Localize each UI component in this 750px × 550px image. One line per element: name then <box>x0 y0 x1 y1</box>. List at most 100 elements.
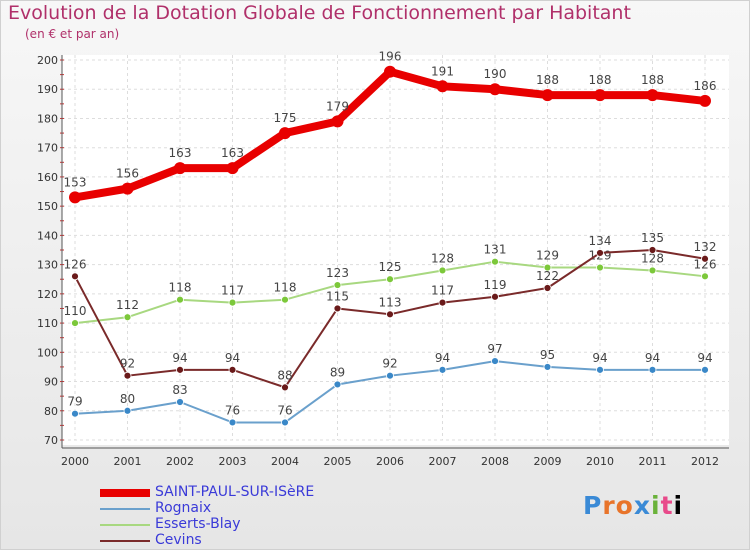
data-point-saint-paul-sur-is-re <box>699 94 711 107</box>
data-label-saint-paul-sur-is-re: 163 <box>169 146 192 160</box>
legend-label: Cevins <box>155 532 202 548</box>
data-point-cevins <box>543 284 552 292</box>
data-point-saint-paul-sur-is-re <box>384 65 396 78</box>
data-point-rognaix <box>123 406 132 415</box>
data-point-cevins <box>596 249 604 257</box>
data-label-esserts-blay: 118 <box>274 281 297 295</box>
chart-subtitle: (en € et par an) <box>25 27 120 41</box>
data-point-rognaix <box>648 365 657 374</box>
x-tick-label: 2008 <box>481 455 509 468</box>
data-label-saint-paul-sur-is-re: 179 <box>326 99 349 113</box>
data-label-esserts-blay: 110 <box>64 304 87 318</box>
data-point-rognaix <box>71 409 79 418</box>
data-point-saint-paul-sur-is-re <box>489 83 501 96</box>
data-point-esserts-blay <box>648 266 657 275</box>
data-label-cevins: 126 <box>64 257 87 271</box>
x-tick-label: 2004 <box>271 455 299 468</box>
y-tick-label: 70 <box>44 434 58 447</box>
y-tick-label: 200 <box>37 54 58 67</box>
x-tick-label: 2011 <box>639 455 667 468</box>
data-point-esserts-blay <box>543 263 552 272</box>
legend-swatch <box>100 524 150 526</box>
data-label-rognaix: 94 <box>697 351 712 365</box>
data-point-esserts-blay <box>228 298 237 307</box>
data-label-saint-paul-sur-is-re: 156 <box>116 167 139 181</box>
data-point-cevins <box>648 246 657 254</box>
data-point-rognaix <box>386 371 394 380</box>
data-label-esserts-blay: 131 <box>484 243 507 257</box>
legend-label: Rognaix <box>155 500 212 516</box>
data-point-saint-paul-sur-is-re <box>646 89 659 102</box>
data-point-rognaix <box>491 357 499 365</box>
data-point-cevins <box>71 272 79 281</box>
data-point-rognaix <box>333 380 342 389</box>
data-point-cevins <box>701 254 709 263</box>
data-point-rognaix <box>176 398 184 406</box>
legend-label: Esserts-Blay <box>155 516 241 532</box>
data-label-saint-paul-sur-is-re: 196 <box>379 50 402 64</box>
data-point-rognaix <box>701 365 709 374</box>
data-label-rognaix: 94 <box>592 351 607 365</box>
x-tick-label: 2006 <box>376 455 404 468</box>
data-point-rognaix <box>438 365 447 374</box>
data-point-saint-paul-sur-is-re <box>69 191 81 204</box>
data-label-esserts-blay: 128 <box>431 251 454 265</box>
data-point-cevins <box>176 365 184 374</box>
data-point-esserts-blay <box>386 275 394 284</box>
data-label-rognaix: 76 <box>225 403 240 417</box>
y-tick-label: 140 <box>37 229 58 242</box>
data-label-rognaix: 94 <box>645 351 660 365</box>
data-label-esserts-blay: 125 <box>379 260 402 274</box>
data-label-cevins: 113 <box>379 295 402 309</box>
y-tick-label: 170 <box>37 142 58 155</box>
data-point-saint-paul-sur-is-re <box>174 162 186 175</box>
data-label-saint-paul-sur-is-re: 190 <box>484 67 507 81</box>
y-tick-label: 190 <box>37 83 58 96</box>
data-point-esserts-blay <box>491 257 499 266</box>
data-point-saint-paul-sur-is-re <box>594 89 606 102</box>
data-label-rognaix: 89 <box>330 365 345 379</box>
data-point-rognaix <box>228 418 237 427</box>
x-tick-label: 2010 <box>586 455 614 468</box>
x-tick-label: 2012 <box>691 455 719 468</box>
data-point-saint-paul-sur-is-re <box>279 127 291 140</box>
data-label-cevins: 135 <box>641 231 664 245</box>
data-label-rognaix: 79 <box>67 395 82 409</box>
data-point-esserts-blay <box>123 313 132 322</box>
data-point-esserts-blay <box>71 319 79 327</box>
legend-label: SAINT-PAUL-SUR-ISèRE <box>155 484 315 500</box>
legend-swatch <box>100 489 150 497</box>
y-tick-label: 120 <box>37 288 58 301</box>
data-label-esserts-blay: 129 <box>536 249 559 263</box>
data-label-cevins: 119 <box>484 278 507 292</box>
data-label-rognaix: 94 <box>435 351 450 365</box>
data-point-saint-paul-sur-is-re <box>226 162 239 175</box>
y-tick-label: 130 <box>37 259 58 272</box>
data-point-esserts-blay <box>176 295 184 304</box>
data-point-saint-paul-sur-is-re <box>331 115 344 128</box>
plot-area <box>62 55 729 445</box>
data-label-cevins: 122 <box>536 269 559 283</box>
data-point-cevins <box>123 371 132 380</box>
data-point-cevins <box>228 365 237 374</box>
data-label-esserts-blay: 117 <box>221 284 244 298</box>
data-point-cevins <box>438 298 447 307</box>
data-label-esserts-blay: 128 <box>641 251 664 265</box>
data-label-saint-paul-sur-is-re: 191 <box>431 64 454 78</box>
y-tick-label: 100 <box>37 346 58 359</box>
data-point-cevins <box>386 310 394 319</box>
data-point-esserts-blay <box>438 266 447 275</box>
data-label-cevins: 94 <box>172 351 187 365</box>
data-point-cevins <box>281 383 289 392</box>
data-point-esserts-blay <box>281 295 289 304</box>
x-tick-label: 2009 <box>534 455 562 468</box>
data-label-saint-paul-sur-is-re: 188 <box>589 73 612 87</box>
data-label-saint-paul-sur-is-re: 175 <box>274 111 297 125</box>
data-label-cevins: 117 <box>431 284 454 298</box>
legend-swatch <box>100 540 150 542</box>
data-label-rognaix: 95 <box>540 348 555 362</box>
y-tick-label: 80 <box>44 405 58 418</box>
x-tick-label: 2007 <box>429 455 457 468</box>
data-point-cevins <box>491 292 499 301</box>
data-label-cevins: 115 <box>326 289 349 303</box>
